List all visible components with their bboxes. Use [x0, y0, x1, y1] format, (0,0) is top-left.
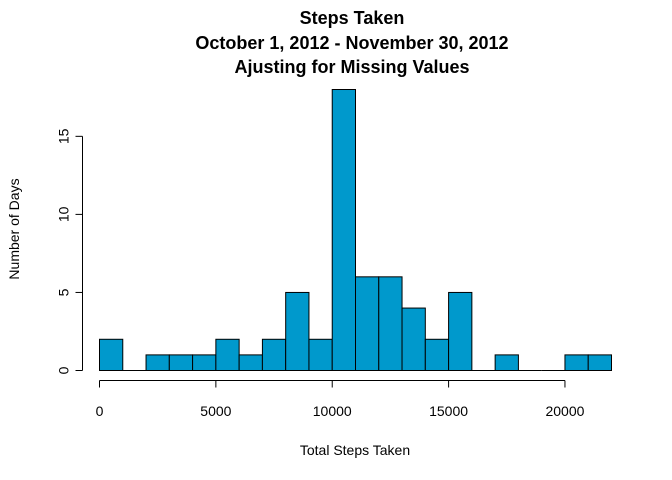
histogram-bars — [99, 89, 613, 372]
x-tick-label-15000: 15000 — [429, 403, 468, 419]
histogram-bar-7000-8000 — [261, 338, 287, 371]
histogram-bar-21000-22000 — [587, 354, 613, 371]
y-tick-label-10: 10 — [56, 206, 72, 222]
histogram-bar-20000-21000 — [564, 354, 589, 371]
chart-title-line-3: Ajusting for Missing Values — [234, 57, 469, 77]
histogram-bar-15000-16000 — [448, 291, 473, 372]
histogram-bar-5000-6000 — [215, 338, 240, 371]
histogram-bar-13000-14000 — [401, 307, 426, 371]
x-tick-label-20000: 20000 — [545, 403, 584, 419]
histogram-bar-8000-9000 — [285, 291, 310, 372]
histogram-bar-14000-15000 — [424, 338, 450, 371]
x-tick-label-10000: 10000 — [313, 403, 352, 419]
histogram-bar-3000-4000 — [168, 354, 194, 371]
x-axis-label: Total Steps Taken — [300, 442, 410, 458]
x-tick-label-5000: 5000 — [200, 403, 231, 419]
y-tick-label-15: 15 — [56, 128, 72, 144]
y-axis: 0 5 10 15 — [56, 128, 83, 374]
histogram-bar-6000-7000 — [238, 354, 263, 371]
y-tick-label-5: 5 — [56, 288, 72, 296]
y-axis-label: Number of Days — [6, 178, 22, 279]
histogram-bar-2000-3000 — [145, 354, 170, 371]
chart-title-line-2: October 1, 2012 - November 30, 2012 — [195, 33, 508, 53]
x-axis: 0 5000 10000 15000 20000 — [96, 380, 585, 419]
histogram-bar-0-1000 — [99, 338, 124, 371]
x-tick-label-0: 0 — [96, 403, 104, 419]
histogram-bar-12000-13000 — [378, 276, 403, 372]
histogram-bar-9000-10000 — [308, 338, 333, 371]
histogram-bar-17000-18000 — [494, 354, 519, 371]
y-tick-label-0: 0 — [56, 366, 72, 374]
histogram-bar-10000-11000 — [331, 89, 356, 371]
histogram-bar-11000-12000 — [355, 276, 380, 372]
chart-title-line-1: Steps Taken — [300, 8, 405, 28]
histogram-bar-4000-5000 — [192, 354, 217, 371]
